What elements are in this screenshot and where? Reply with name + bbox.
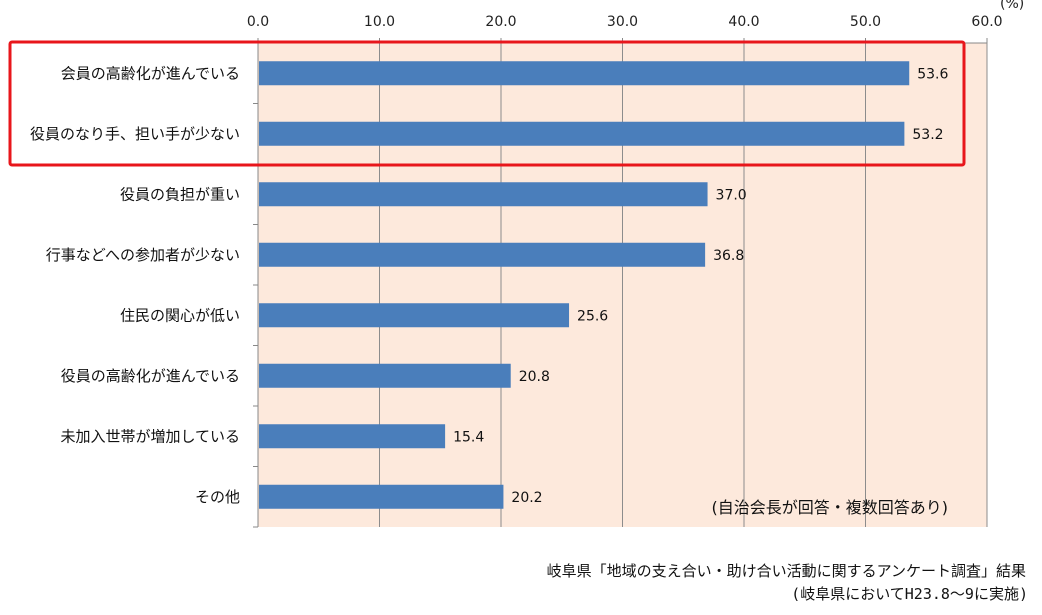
value-label: 53.6	[917, 66, 948, 82]
value-label: 25.6	[577, 308, 608, 324]
value-labels: 53.6 53.2 37.0 36.8 25.6 20.8 15.4 20.2	[453, 66, 948, 506]
bar	[259, 121, 905, 146]
bar	[259, 242, 706, 267]
category-label: 行事などへの参加者が少ない	[46, 246, 240, 264]
value-label: 53.2	[912, 127, 943, 143]
footer-source: 岐阜県「地域の支え合い・助け合い活動に関するアンケート調査」結果	[546, 562, 1026, 580]
category-label: 役員の高齢化が進んでいる	[61, 367, 240, 385]
chart-note: (自治会長が回答・複数回答あり)	[712, 498, 949, 517]
bar	[259, 363, 511, 388]
value-label: 20.2	[511, 490, 542, 506]
x-tick-label: 50.0	[850, 14, 881, 30]
value-label: 15.4	[453, 429, 484, 445]
category-label: 役員の負担が重い	[120, 185, 240, 203]
category-label: 会員の高齢化が進んでいる	[61, 64, 240, 82]
value-label: 37.0	[716, 187, 747, 203]
x-tick-label: 20.0	[485, 14, 516, 30]
bar	[259, 484, 504, 509]
category-label: 住民の関心が低い	[120, 306, 240, 324]
bar	[259, 424, 446, 449]
category-labels: 会員の高齢化が進んでいる役員のなり手、担い手が少ない役員の負担が重い行事などへの…	[30, 64, 240, 506]
bars	[259, 61, 910, 509]
x-tick-label: 10.0	[364, 14, 395, 30]
x-tick-label: 60.0	[971, 14, 1002, 30]
bar	[259, 61, 910, 86]
category-label: 未加入世帯が増加している	[60, 427, 240, 445]
category-label: 役員のなり手、担い手が少ない	[30, 125, 240, 143]
unit-label: (%)	[1000, 0, 1024, 12]
value-label: 36.8	[713, 248, 744, 264]
x-tick-label: 30.0	[607, 14, 638, 30]
x-tick-label: 0.0	[247, 14, 269, 30]
bar	[259, 182, 708, 207]
value-label: 20.8	[519, 369, 550, 385]
highlight-box	[8, 40, 966, 167]
category-label: その他	[195, 488, 240, 506]
x-tick-label: 40.0	[728, 14, 759, 30]
footer-date-note: (岐阜県においてH23.8～9に実施)	[791, 585, 1028, 603]
bar	[259, 303, 570, 328]
